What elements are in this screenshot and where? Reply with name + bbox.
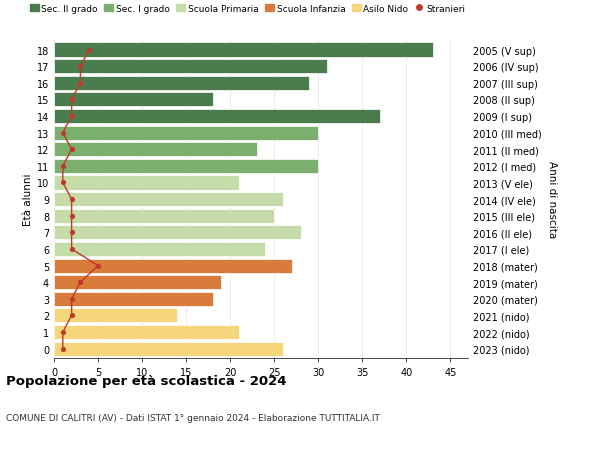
Bar (54, 126, 318, 140)
Bar (54, 275, 221, 290)
Bar (54, 44, 433, 57)
Y-axis label: Anni di nascita: Anni di nascita (547, 161, 557, 238)
Text: COMUNE DI CALITRI (AV) - Dati ISTAT 1° gennaio 2024 - Elaborazione TUTTITALIA.IT: COMUNE DI CALITRI (AV) - Dati ISTAT 1° g… (6, 413, 380, 422)
Point (67, 213, 76, 220)
Point (76, 279, 85, 286)
Point (58, 163, 68, 170)
Point (67, 229, 76, 236)
Bar (54, 110, 380, 124)
Bar (54, 309, 178, 323)
Point (58, 345, 68, 353)
Point (76, 63, 85, 71)
Text: Popolazione per età scolastica - 2024: Popolazione per età scolastica - 2024 (6, 374, 287, 387)
Bar (54, 159, 318, 174)
Point (58, 129, 68, 137)
Point (76, 80, 85, 87)
Point (58, 179, 68, 187)
Point (67, 196, 76, 203)
Point (67, 146, 76, 154)
Bar (54, 242, 265, 257)
Bar (54, 143, 257, 157)
Bar (54, 325, 239, 339)
Bar (54, 342, 283, 356)
Bar (54, 176, 239, 190)
Bar (54, 292, 212, 306)
Point (67, 96, 76, 104)
Bar (54, 259, 292, 273)
Y-axis label: Età alunni: Età alunni (23, 174, 32, 226)
Bar (54, 77, 310, 90)
Legend: Sec. II grado, Sec. I grado, Scuola Primaria, Scuola Infanzia, Asilo Nido, Stran: Sec. II grado, Sec. I grado, Scuola Prim… (29, 5, 466, 14)
Point (85, 47, 94, 54)
Bar (54, 60, 327, 74)
Point (67, 312, 76, 319)
Point (67, 296, 76, 303)
Point (67, 246, 76, 253)
Bar (54, 226, 301, 240)
Bar (54, 209, 274, 223)
Point (67, 113, 76, 120)
Bar (54, 193, 283, 207)
Point (58, 329, 68, 336)
Bar (54, 93, 212, 107)
Point (93, 263, 103, 270)
